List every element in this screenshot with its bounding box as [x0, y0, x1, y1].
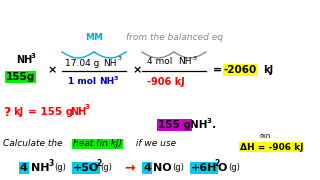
Text: kJ: kJ	[13, 107, 23, 117]
Text: -906 kJ: -906 kJ	[147, 77, 185, 87]
Text: MM: MM	[85, 33, 103, 42]
Text: -2060: -2060	[224, 65, 257, 75]
Text: (g): (g)	[100, 163, 112, 172]
Text: O: O	[218, 163, 228, 173]
Text: 3: 3	[207, 118, 212, 124]
Text: from the balanced eq: from the balanced eq	[125, 33, 222, 42]
Text: ×: ×	[133, 65, 142, 75]
Text: NH: NH	[31, 163, 50, 173]
Text: ΔH = -906 kJ: ΔH = -906 kJ	[240, 143, 303, 152]
Text: 17.04 g: 17.04 g	[65, 58, 100, 68]
Text: =: =	[213, 65, 222, 75]
Text: 155 g: 155 g	[158, 120, 191, 130]
Text: heat (in kJ): heat (in kJ)	[73, 140, 122, 148]
Text: = 155 g: = 155 g	[28, 107, 73, 117]
Text: NH: NH	[103, 58, 116, 68]
Text: 2: 2	[214, 159, 219, 168]
Text: ×: ×	[48, 65, 57, 75]
Text: →: →	[124, 161, 134, 174]
Text: (g): (g)	[228, 163, 240, 172]
Text: NO: NO	[153, 163, 172, 173]
Text: +5O: +5O	[73, 163, 99, 173]
Text: 4: 4	[20, 163, 28, 173]
Text: 3: 3	[31, 53, 36, 59]
Text: 1 mol: 1 mol	[68, 78, 96, 87]
Text: (g): (g)	[172, 163, 184, 172]
Text: (g): (g)	[54, 163, 66, 172]
Text: rxn: rxn	[259, 133, 270, 139]
Text: NH: NH	[99, 78, 114, 87]
Text: 4: 4	[143, 163, 151, 173]
Text: .: .	[212, 120, 216, 130]
Text: 3: 3	[118, 57, 122, 62]
Text: NH: NH	[178, 57, 191, 66]
Text: NH: NH	[190, 120, 207, 130]
Text: 4 mol: 4 mol	[147, 57, 172, 66]
Text: 3: 3	[49, 159, 54, 168]
Text: Calculate the: Calculate the	[3, 140, 66, 148]
Text: NH: NH	[70, 107, 86, 117]
Text: 155g: 155g	[6, 72, 35, 82]
Text: ?: ?	[3, 105, 10, 118]
Text: if we use: if we use	[133, 140, 176, 148]
Text: kJ: kJ	[263, 65, 273, 75]
Text: 3: 3	[85, 104, 90, 110]
Text: NH: NH	[16, 55, 32, 65]
Text: 2: 2	[96, 159, 101, 168]
Text: 3: 3	[114, 75, 118, 80]
Text: 3: 3	[193, 55, 197, 60]
Text: +6H: +6H	[191, 163, 217, 173]
